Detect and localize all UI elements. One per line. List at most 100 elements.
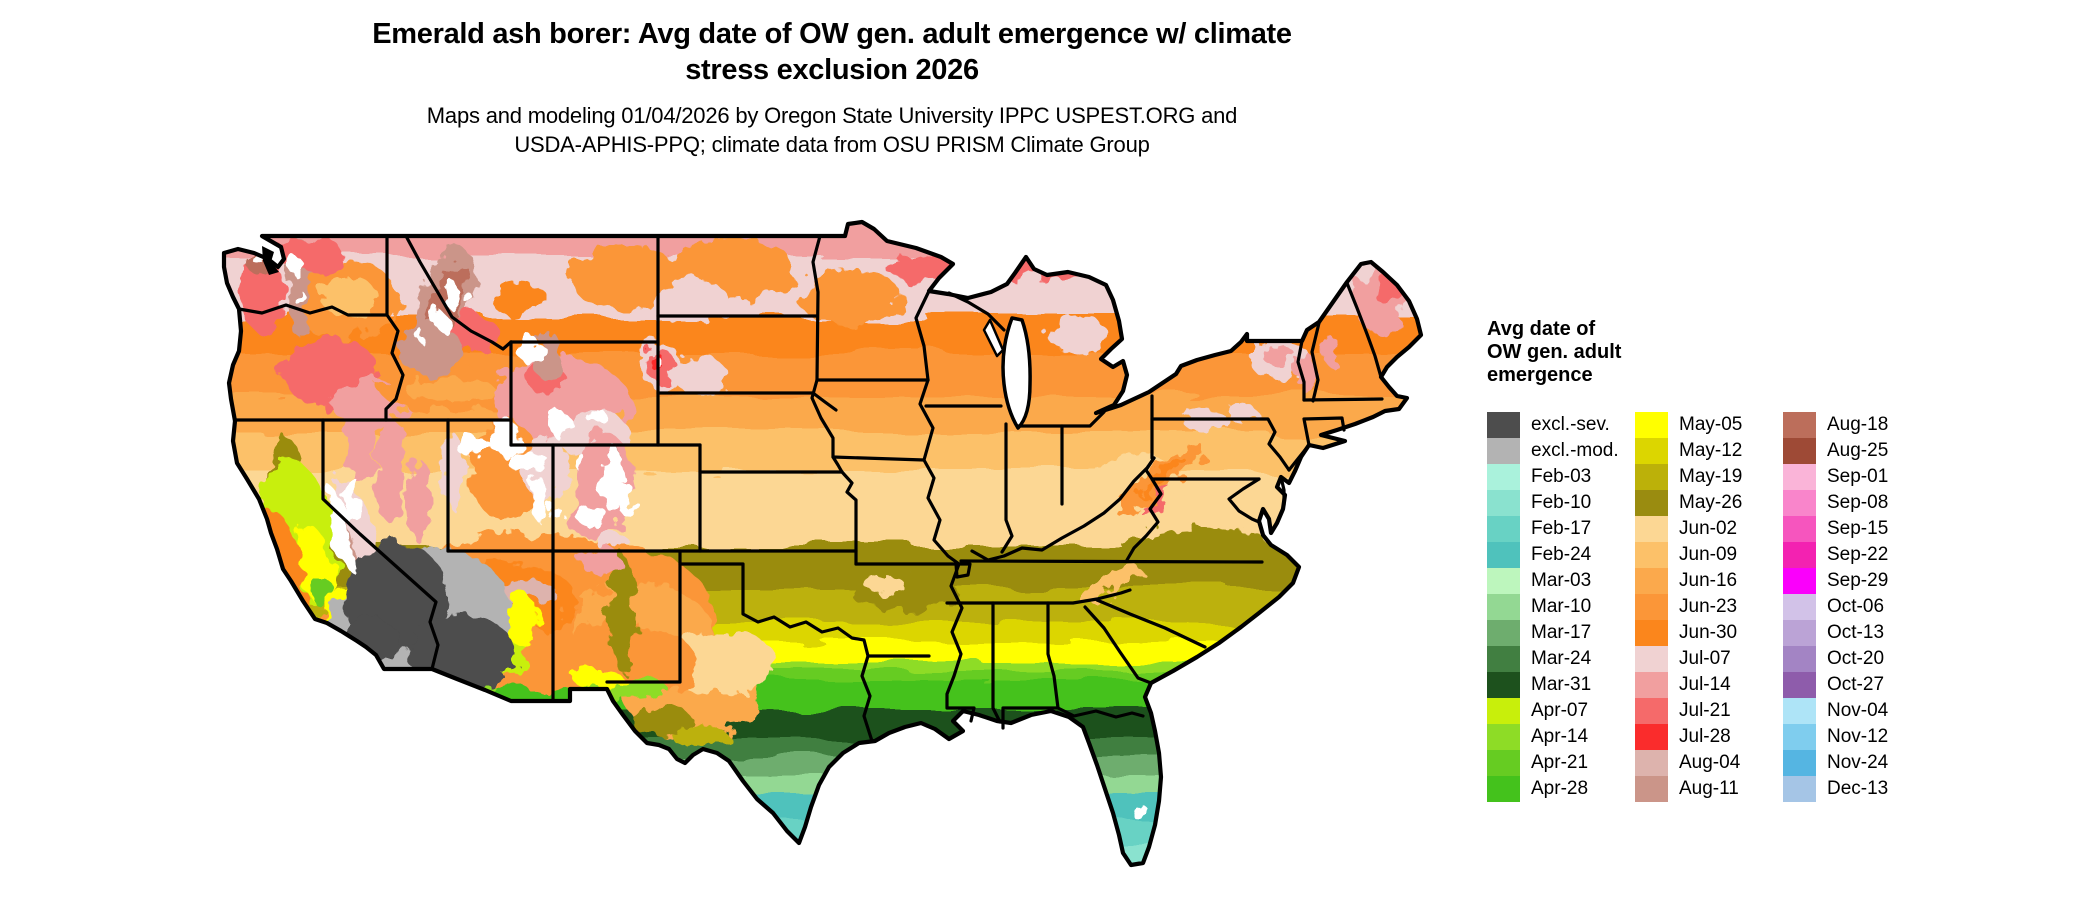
legend-label-aug11: Aug-11 <box>1679 778 1739 799</box>
legend-label-apr07: Apr-07 <box>1531 700 1589 721</box>
great-lakes <box>262 246 1032 430</box>
legend-swatch-jul28 <box>1635 724 1668 750</box>
legend-label-feb10: Feb-10 <box>1531 492 1592 513</box>
legend-label-may12: May-12 <box>1679 440 1743 461</box>
legend-swatch-sep15 <box>1783 516 1816 542</box>
legend-row: excl.-mod. <box>1487 438 1635 464</box>
legend-swatch-feb24 <box>1487 542 1520 568</box>
legend-label-jul14: Jul-14 <box>1679 674 1731 695</box>
legend-swatch-feb17 <box>1487 516 1520 542</box>
legend-label-mar03: Mar-03 <box>1531 570 1592 591</box>
legend-row: May-19 <box>1635 464 1783 490</box>
legend-row: Oct-20 <box>1783 646 1931 672</box>
legend-row: Aug-11 <box>1635 776 1783 802</box>
legend-row: Sep-29 <box>1783 568 1931 594</box>
legend-row: Feb-03 <box>1487 464 1635 490</box>
page-subtitle-line1: Maps and modeling 01/04/2026 by Oregon S… <box>426 103 1238 128</box>
legend-label-may05: May-05 <box>1679 414 1743 435</box>
legend-row: Aug-04 <box>1635 750 1783 776</box>
legend-row: Jul-21 <box>1635 698 1783 724</box>
legend-row: May-05 <box>1635 412 1783 438</box>
legend-label-mar31: Mar-31 <box>1531 674 1592 695</box>
legend-swatch-mar03 <box>1487 568 1520 594</box>
legend-swatch-jun23 <box>1635 594 1668 620</box>
legend-swatch-jun02 <box>1635 516 1668 542</box>
legend-label-mar17: Mar-17 <box>1531 622 1592 643</box>
legend-column-2: May-05 May-12 May-19 May-26 Jun-02 Jun-09 Jun-… <box>1635 412 1783 802</box>
legend-row: Apr-07 <box>1487 698 1635 724</box>
legend-row: Jul-07 <box>1635 646 1783 672</box>
legend-label-nov24: Nov-24 <box>1827 752 1889 773</box>
legend-label-sep15: Sep-15 <box>1827 518 1889 539</box>
legend-label-jul07: Jul-07 <box>1679 648 1731 669</box>
legend-label-apr21: Apr-21 <box>1531 752 1589 773</box>
legend-swatch-may19 <box>1635 464 1668 490</box>
legend-swatch-oct13 <box>1783 620 1816 646</box>
legend-row: Mar-10 <box>1487 594 1635 620</box>
legend-swatch-may26 <box>1635 490 1668 516</box>
legend-row: excl.-sev. <box>1487 412 1635 438</box>
legend-row: Sep-22 <box>1783 542 1931 568</box>
legend-label-apr28: Apr-28 <box>1531 778 1589 799</box>
legend-column-3: Aug-18 Aug-25 Sep-01 Sep-08 Sep-15 Sep-22 Sep-… <box>1783 412 1931 802</box>
legend-row: Aug-25 <box>1783 438 1931 464</box>
legend-label-jul28: Jul-28 <box>1679 726 1731 747</box>
map-region-layer <box>240 238 1406 748</box>
legend-row: Jul-28 <box>1635 724 1783 750</box>
legend-label-aug25: Aug-25 <box>1827 440 1889 461</box>
legend-label-aug04: Aug-04 <box>1679 752 1741 773</box>
legend-label-dec13: Dec-13 <box>1827 778 1889 799</box>
legend-row: Feb-24 <box>1487 542 1635 568</box>
legend-row: Dec-13 <box>1783 776 1931 802</box>
page-title-line1: Emerald ash borer: Avg date of OW gen. a… <box>372 18 1292 50</box>
page-title: Emerald ash borer: Avg date of OW gen. a… <box>0 16 1664 88</box>
legend-swatch-jun09 <box>1635 542 1668 568</box>
legend-label-jun23: Jun-23 <box>1679 596 1738 617</box>
legend-label-jun16: Jun-16 <box>1679 570 1738 591</box>
legend-swatch-jul21 <box>1635 698 1668 724</box>
legend-label-sep29: Sep-29 <box>1827 570 1889 591</box>
legend-swatch-sep01 <box>1783 464 1816 490</box>
legend-label-excl_mod: excl.-mod. <box>1531 440 1619 461</box>
legend-swatch-mar24 <box>1487 646 1520 672</box>
legend-label-may26: May-26 <box>1679 492 1743 513</box>
legend-swatch-oct06 <box>1783 594 1816 620</box>
legend-row: Oct-06 <box>1783 594 1931 620</box>
legend-swatch-nov24 <box>1783 750 1816 776</box>
legend-row: Jun-02 <box>1635 516 1783 542</box>
legend-row: Jul-14 <box>1635 672 1783 698</box>
legend-swatch-mar17 <box>1487 620 1520 646</box>
legend-label-oct27: Oct-27 <box>1827 674 1885 695</box>
legend-label-feb17: Feb-17 <box>1531 518 1592 539</box>
legend-swatch-sep29 <box>1783 568 1816 594</box>
legend-row: Sep-08 <box>1783 490 1931 516</box>
page-subtitle: Maps and modeling 01/04/2026 by Oregon S… <box>0 101 1664 159</box>
legend-row: Mar-31 <box>1487 672 1635 698</box>
legend-row: May-12 <box>1635 438 1783 464</box>
legend-swatch-jul07 <box>1635 646 1668 672</box>
legend-label-apr14: Apr-14 <box>1531 726 1589 747</box>
legend-swatch-mar31 <box>1487 672 1520 698</box>
legend-label-sep22: Sep-22 <box>1827 544 1889 565</box>
legend-column-1: excl.-sev. excl.-mod. Feb-03 Feb-10 Feb-17 Fe… <box>1487 412 1635 802</box>
legend-row: Nov-04 <box>1783 698 1931 724</box>
us-outline <box>221 219 1424 868</box>
legend-row: Apr-28 <box>1487 776 1635 802</box>
legend-swatch-apr07 <box>1487 698 1520 724</box>
legend-swatch-apr28 <box>1487 776 1520 802</box>
legend-swatch-aug04 <box>1635 750 1668 776</box>
legend-label-jun30: Jun-30 <box>1679 622 1738 643</box>
legend-row: Mar-03 <box>1487 568 1635 594</box>
legend-row: Mar-24 <box>1487 646 1635 672</box>
legend-swatch-may05 <box>1635 412 1668 438</box>
legend-label-feb24: Feb-24 <box>1531 544 1592 565</box>
legend-label-oct20: Oct-20 <box>1827 648 1885 669</box>
legend-swatch-apr14 <box>1487 724 1520 750</box>
legend-label-excl_sev: excl.-sev. <box>1531 414 1610 435</box>
legend-row: Nov-24 <box>1783 750 1931 776</box>
legend-swatch-apr21 <box>1487 750 1520 776</box>
legend-label-jul21: Jul-21 <box>1679 700 1731 721</box>
legend-row: Oct-27 <box>1783 672 1931 698</box>
legend-swatch-jun30 <box>1635 620 1668 646</box>
